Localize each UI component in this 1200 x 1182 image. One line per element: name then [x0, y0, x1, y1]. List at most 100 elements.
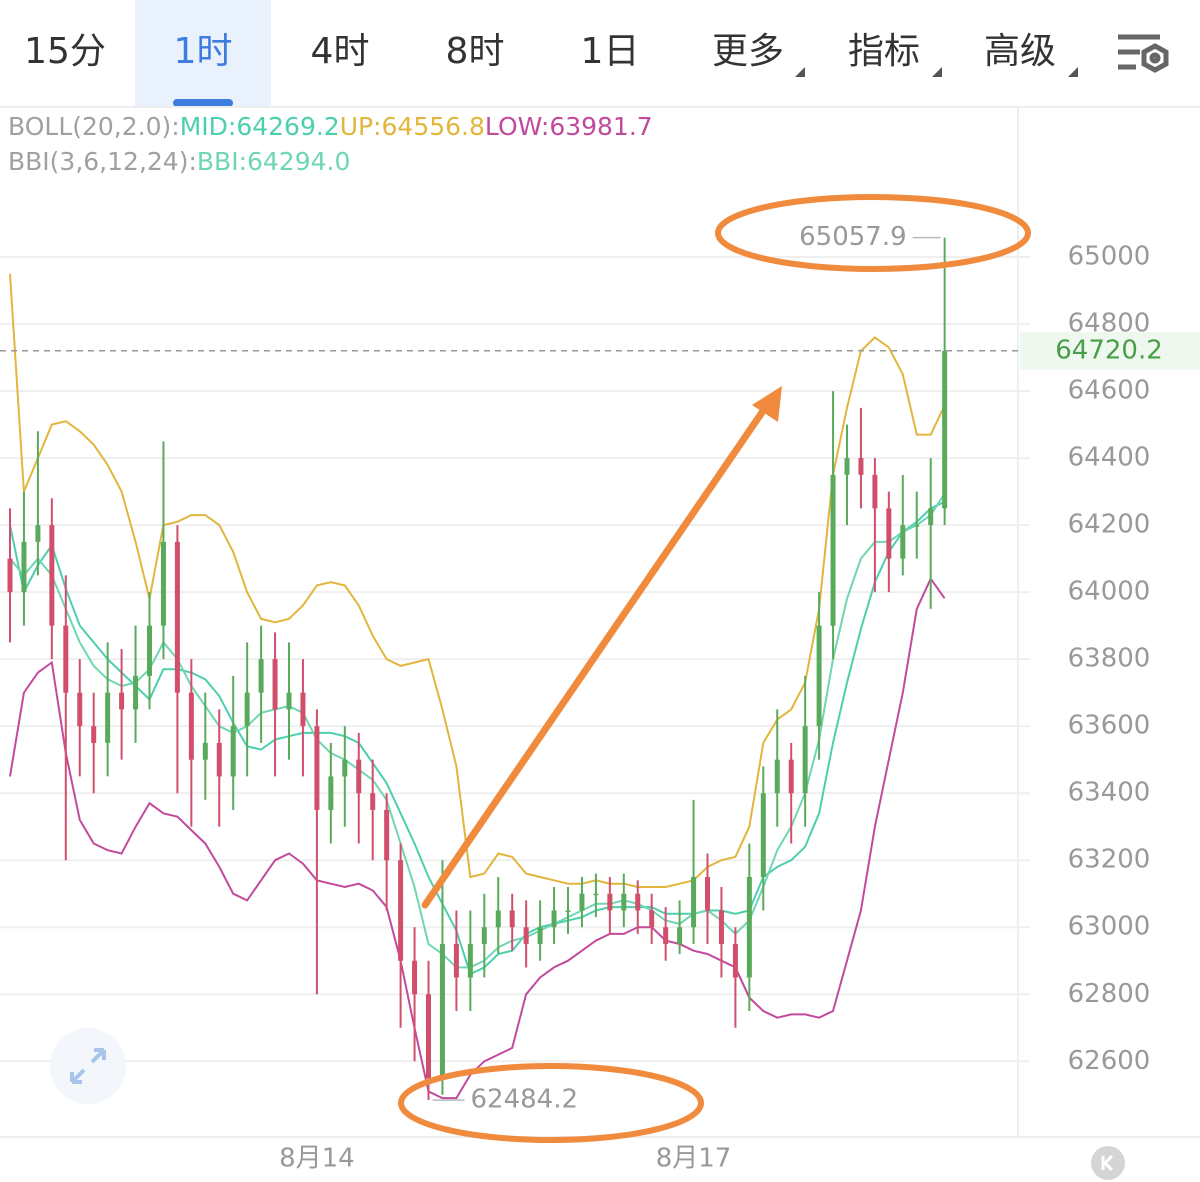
- candle-body: [760, 793, 766, 877]
- candle-body: [328, 776, 334, 810]
- expand-button[interactable]: [50, 1028, 126, 1104]
- legend-value: 64294.0: [247, 147, 350, 176]
- tab[interactable]: 1时: [174, 31, 233, 72]
- candle-body: [398, 860, 404, 961]
- candle-body: [133, 675, 139, 710]
- menu[interactable]: 高级: [984, 31, 1056, 72]
- indicator-legend: BOLL(20,2.0):MID:64269.2UP:64556.8LOW:63…: [8, 112, 653, 141]
- candle-body: [147, 625, 152, 676]
- candle-body: [774, 759, 780, 794]
- candle-body: [202, 742, 208, 760]
- candle-body: [844, 458, 850, 475]
- candle-body: [384, 809, 390, 861]
- candle-body: [914, 525, 920, 527]
- selected-tab-bg: [135, 0, 271, 106]
- candle-body: [426, 994, 431, 1079]
- candle-body: [802, 726, 808, 794]
- candle-body: [160, 541, 166, 626]
- candle-body: [579, 893, 585, 911]
- tab[interactable]: 8时: [446, 31, 505, 72]
- indicator-label: BOLL(20,2.0):: [8, 112, 180, 141]
- candle-body: [314, 726, 320, 810]
- tab[interactable]: 4时: [311, 31, 370, 72]
- menu[interactable]: 指标: [848, 31, 920, 72]
- candle-body: [412, 960, 418, 995]
- candle-body: [495, 910, 501, 928]
- candle-body: [49, 525, 55, 626]
- candle-body: [439, 943, 445, 1079]
- y-tick-label: 63200: [1068, 845, 1151, 875]
- candle-body: [91, 726, 97, 743]
- tab[interactable]: 1日: [581, 31, 640, 72]
- highlight-ellipse: [398, 1063, 704, 1143]
- candle-body: [830, 474, 836, 626]
- legend-value: 64269.2: [236, 112, 339, 141]
- candle-body: [77, 692, 83, 727]
- candle-body: [886, 508, 892, 559]
- candle-body: [788, 759, 794, 794]
- high-label: 65057.9: [799, 222, 907, 252]
- candle-body: [816, 625, 822, 727]
- x-tick-label: 8月14: [279, 1144, 355, 1174]
- candle-body: [453, 943, 459, 978]
- menu[interactable]: 更多: [712, 31, 784, 72]
- last-price-label: 64720.2: [1055, 335, 1163, 365]
- y-tick-label: 65000: [1068, 242, 1151, 272]
- candle-body: [35, 525, 41, 542]
- indicator-label: BBI(3,6,12,24):: [8, 147, 197, 176]
- plot: 62600 62800 63000 63200 63400 63600 63800 64000…: [0, 237, 1151, 1101]
- settings-icon[interactable]: [1118, 34, 1169, 73]
- candle-body: [718, 910, 724, 944]
- y-tick-label: 62800: [1068, 979, 1151, 1009]
- legend-name: LOW:: [485, 112, 549, 141]
- y-tick-label: 64400: [1068, 443, 1151, 473]
- candle-body: [244, 692, 250, 727]
- indicator-legend: BBI(3,6,12,24):BBI:64294.0: [8, 147, 350, 176]
- candle-body: [258, 659, 264, 693]
- candle-body: [467, 943, 473, 978]
- candle-body: [523, 927, 529, 944]
- y-tick-label: 63000: [1068, 912, 1151, 942]
- y-tick-label: 63800: [1068, 644, 1151, 674]
- y-tick-label: 64600: [1068, 376, 1151, 406]
- candle-body: [300, 692, 306, 727]
- scroll-end-button[interactable]: [1091, 1146, 1125, 1180]
- y-tick-label: 64200: [1068, 510, 1151, 540]
- indicator-line: [9, 273, 946, 888]
- candle-body: [705, 876, 710, 911]
- candle-body: [342, 759, 348, 777]
- legend-name: MID:: [180, 112, 237, 141]
- candle-body: [63, 625, 69, 693]
- candle-body: [21, 541, 27, 593]
- candle-body: [691, 876, 697, 928]
- candle-body: [607, 893, 613, 911]
- candle-body: [593, 893, 599, 896]
- y-tick-label: 62600: [1068, 1046, 1151, 1076]
- dropdown-arrows: [795, 67, 1078, 77]
- low-label: 62484.2: [471, 1085, 579, 1115]
- candle-body: [370, 793, 376, 810]
- selected-tab-marker: [173, 99, 233, 107]
- legend-name: UP:: [340, 112, 382, 141]
- indicator-line: [9, 500, 946, 976]
- candle-body: [900, 525, 906, 559]
- candle-body: [356, 759, 362, 794]
- candle-body: [509, 910, 515, 928]
- candle-body: [858, 458, 864, 475]
- candle-body: [746, 876, 752, 978]
- last-price-bg: [1020, 331, 1200, 370]
- candle-body: [649, 910, 655, 928]
- y-tick-label: 63400: [1068, 778, 1151, 808]
- candle-body: [732, 943, 738, 978]
- candle-body: [216, 742, 222, 777]
- candle-body: [928, 508, 934, 526]
- indicator-line: [9, 493, 946, 969]
- candle-body: [272, 659, 278, 710]
- candle-body: [481, 927, 487, 944]
- tab[interactable]: 15分: [24, 31, 106, 72]
- trend-arrow-head: [752, 386, 782, 422]
- y-tick-label: 64000: [1068, 577, 1151, 607]
- candle-body: [7, 558, 13, 593]
